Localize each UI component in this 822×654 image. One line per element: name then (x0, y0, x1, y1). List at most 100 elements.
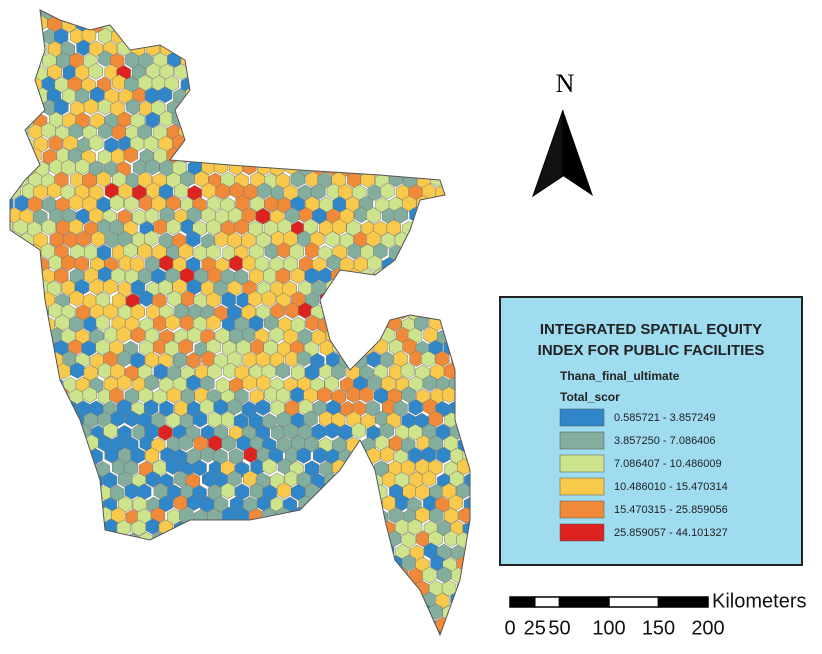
district (220, 100, 236, 117)
district (55, 10, 70, 19)
district (367, 184, 382, 201)
district (152, 628, 167, 635)
district (469, 460, 470, 478)
district (158, 642, 172, 654)
district (221, 531, 236, 549)
district (317, 74, 332, 92)
district (74, 542, 89, 559)
district (117, 640, 131, 654)
district (35, 568, 51, 586)
district (132, 641, 146, 654)
district (381, 38, 396, 56)
district (0, 279, 7, 295)
district (28, 458, 43, 476)
district (27, 196, 43, 213)
district (450, 304, 465, 321)
district (380, 568, 395, 585)
district (311, 614, 327, 632)
district (0, 232, 6, 248)
district (54, 459, 69, 476)
district (254, 518, 270, 535)
district (394, 0, 408, 10)
district (151, 602, 166, 620)
district (303, 556, 318, 573)
scale-bar: 0 25 50 100 150 200 Kilometers (504, 590, 806, 639)
district (19, 40, 34, 58)
district (186, 0, 200, 7)
district (387, 123, 402, 141)
district (208, 148, 223, 165)
district (10, 459, 15, 477)
scale-segment (608, 596, 660, 608)
district (150, 579, 166, 597)
district (435, 88, 450, 105)
district (345, 531, 360, 548)
district (63, 446, 78, 463)
district (96, 244, 112, 261)
district (144, 374, 159, 391)
district (338, 304, 353, 322)
district (10, 255, 22, 273)
district (455, 316, 470, 334)
district (14, 411, 29, 429)
district (0, 545, 8, 561)
district (76, 230, 92, 248)
district (457, 50, 470, 68)
district (422, 15, 437, 32)
district (409, 593, 424, 610)
district (151, 10, 166, 22)
district (381, 593, 397, 610)
district (345, 51, 360, 68)
district (139, 339, 154, 357)
district (158, 279, 173, 296)
district (428, 266, 444, 283)
district (194, 123, 209, 140)
district (19, 616, 35, 633)
district (394, 616, 410, 633)
district (311, 183, 326, 200)
district (296, 545, 311, 562)
district (192, 532, 208, 550)
district (365, 327, 381, 344)
district (284, 567, 300, 585)
district (271, 110, 286, 128)
district (291, 604, 306, 621)
district (380, 182, 395, 200)
district (187, 112, 202, 129)
district (401, 29, 417, 46)
district (10, 579, 15, 596)
district (444, 50, 459, 68)
district (353, 471, 368, 489)
district (166, 28, 181, 46)
district (109, 531, 124, 549)
district (256, 15, 271, 33)
district (146, 592, 161, 610)
district (270, 0, 284, 8)
district (416, 122, 432, 140)
district (234, 555, 249, 572)
district (311, 423, 326, 441)
district (372, 74, 388, 91)
district (469, 484, 470, 501)
district (83, 315, 98, 333)
district (132, 208, 147, 226)
district (186, 352, 201, 369)
district (27, 626, 42, 635)
district (402, 628, 418, 635)
district (278, 29, 293, 46)
district (457, 244, 470, 261)
district (10, 423, 20, 441)
scale-tick-label: 150 (642, 617, 675, 639)
district (145, 111, 160, 129)
district (13, 338, 28, 356)
district (263, 124, 279, 142)
legend-layer: Thana_final_ultimate (560, 369, 680, 383)
district (270, 16, 285, 33)
district (339, 17, 355, 34)
district (379, 422, 395, 440)
district (429, 291, 445, 309)
district (379, 159, 394, 177)
district (345, 556, 360, 574)
district (366, 278, 382, 295)
district (366, 543, 381, 561)
